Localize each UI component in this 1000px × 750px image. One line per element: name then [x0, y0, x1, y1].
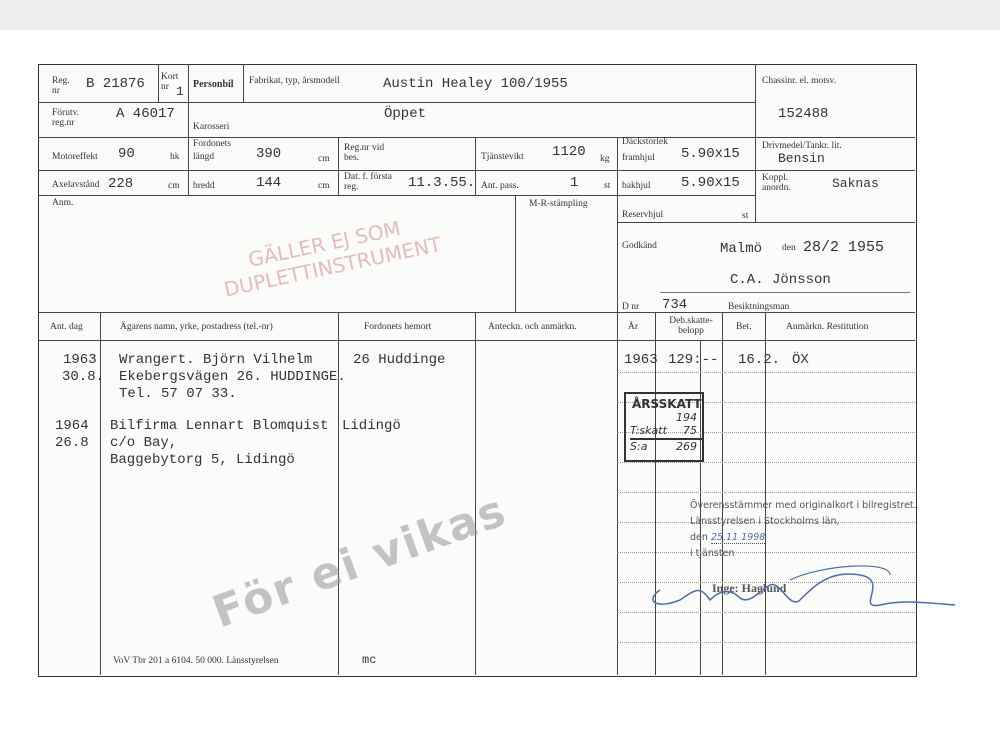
drivmedel-label: Drivmedel/Tankr. lit.: [762, 141, 842, 151]
tax-stamp-arsskatt: 194: [676, 411, 697, 424]
motor-label: Motoreffekt: [52, 152, 98, 162]
fabrikat-label: Fabrikat, typ, årsmodell: [249, 76, 340, 86]
col-agare: Ägarens namn, yrke, postadress (tel.-nr): [120, 322, 273, 332]
antpass-label: Ant. pass.: [481, 181, 519, 191]
kort-label: Kort nr: [161, 72, 179, 92]
col-hemort: Fordonets hemort: [364, 322, 432, 332]
col-ant-dag: Ant. dag: [50, 322, 83, 332]
col-bet: Bet.: [736, 322, 752, 332]
langd-unit: cm: [318, 154, 330, 164]
reserv-unit: st: [742, 211, 749, 221]
bredd-value: 144: [256, 175, 282, 191]
owner-date-day: 26.8: [55, 435, 89, 451]
bredd-unit: cm: [318, 181, 330, 191]
tjanstevikt-value: 1120: [552, 144, 586, 160]
langd-value: 390: [256, 146, 282, 162]
tax-stamp: ÅRSSKATT 194 T:skatt 75 S:a 269: [624, 392, 704, 462]
tax-remark: ÖX: [792, 352, 809, 368]
antpass-value: 1: [570, 175, 579, 191]
motor-value: 90: [118, 146, 135, 162]
karosseri-value: Öppet: [384, 106, 427, 122]
registration-card: [38, 64, 917, 677]
framhjul-label: framhjul: [622, 153, 655, 163]
tax-stamp-sum: 269: [676, 440, 697, 453]
godkand-place: Malmö: [720, 241, 763, 257]
tax-stamp-tskatt-label: T:skatt: [630, 424, 667, 437]
anm-label: Anm.: [52, 198, 74, 208]
tax-paid: 16.2.: [738, 352, 781, 368]
besiktning-label: Besiktningsman: [728, 302, 790, 312]
owner-date-day: 30.8.: [62, 369, 105, 385]
inspector-name: C.A. Jönsson: [730, 272, 831, 288]
godkand-label: Godkänd: [622, 241, 657, 251]
owner-date-year: 1963: [63, 352, 97, 368]
godkand-date: 28/2 1955: [803, 239, 885, 256]
kort-value: 1: [176, 84, 184, 99]
col-anteckn: Anteckn. och anmärkn.: [488, 322, 577, 332]
motor-unit: hk: [170, 152, 180, 162]
axel-value: 228: [108, 176, 134, 192]
cert-line1: Överensstämmer med originalkort i bilreg…: [690, 500, 917, 511]
dack-label: Däckstorlek: [622, 137, 668, 147]
drivmedel-value: Bensin: [778, 151, 825, 166]
owner-line: c/o Bay,: [110, 435, 178, 451]
owner-line: Ekebergsvägen 26. HUDDINGE.: [119, 369, 346, 385]
bakhjul-value: 5.90x15: [681, 175, 740, 191]
category-label: Personbil: [193, 79, 234, 90]
owner-line: Bilfirma Lennart Blomquist: [110, 418, 329, 434]
reg-value: B 21876: [86, 76, 145, 92]
karosseri-label: Karosseri: [193, 122, 230, 132]
dnr-value: 734: [662, 297, 688, 313]
reserv-label: Reservhjul: [622, 210, 664, 220]
regnr-bes-label: Reg.nr vid bes.: [344, 143, 385, 163]
forutv-label: Förutv. reg.nr: [52, 108, 80, 128]
tax-year: 1963: [624, 352, 658, 368]
tax-stamp-sum-label: S:a: [630, 440, 648, 453]
mr-label: M-R-stämpling: [529, 199, 588, 209]
scan-border: [0, 0, 1000, 30]
tjanstevikt-unit: kg: [600, 154, 610, 164]
tax-amount: 129:--: [668, 352, 719, 368]
col-anmarkn: Anmärkn. Restitution: [786, 322, 869, 332]
den-label: den: [782, 243, 796, 253]
footer-print: VoV Tbr 201 a 6104. 50 000. Länsstyrelse…: [113, 656, 279, 666]
datf-value: 11.3.55.: [408, 175, 476, 191]
bakhjul-label: bakhjul: [622, 181, 651, 191]
fabrikat-value: Austin Healey 100/1955: [383, 76, 568, 92]
axel-label: Axelavstånd: [52, 180, 100, 190]
col-ar: År: [628, 322, 639, 332]
forutv-value: A 46017: [116, 106, 175, 122]
tjanstevikt-label: Tjänstevikt: [481, 152, 524, 162]
dnr-label: D nr: [622, 302, 640, 312]
signature: [652, 565, 956, 607]
koppl-value: Saknas: [832, 176, 879, 191]
chassis-value: 152488: [778, 106, 829, 122]
owner-hemort: Lidingö: [342, 418, 401, 434]
owner-hemort: 26 Huddinge: [353, 352, 446, 368]
reg-label: Reg. nr: [52, 76, 70, 96]
axel-unit: cm: [168, 181, 180, 191]
owner-line: Wrangert. Björn Vilhelm: [119, 352, 313, 368]
cert-den: den: [690, 532, 708, 543]
fordonets-label: Fordonets: [193, 139, 231, 149]
bredd-label: bredd: [193, 181, 215, 191]
owner-date-year: 1964: [55, 418, 89, 434]
koppl-label: Koppl. anordn.: [762, 173, 791, 193]
footer-mc: mc: [362, 653, 377, 667]
datf-label: Dat. f. första reg.: [344, 172, 393, 192]
owner-line: Baggebytorg 5, Lidingö: [110, 452, 295, 468]
framhjul-value: 5.90x15: [681, 146, 740, 162]
chassis-label: Chassinr. el. motsv.: [762, 76, 837, 86]
tax-stamp-title: ÅRSSKATT: [632, 397, 702, 411]
cert-line2: Länsstyrelsen i Stockholms län,: [690, 516, 840, 527]
tax-stamp-tskatt: 75: [683, 424, 697, 437]
col-deb: Deb.skatte-belopp: [669, 316, 713, 336]
owner-line: Tel. 57 07 33.: [119, 386, 237, 402]
langd-label: längd: [193, 152, 215, 162]
cert-date: 25.11 1998: [710, 532, 766, 544]
cert-line4: i tjänsten: [690, 548, 735, 559]
antpass-unit: st: [604, 181, 611, 191]
